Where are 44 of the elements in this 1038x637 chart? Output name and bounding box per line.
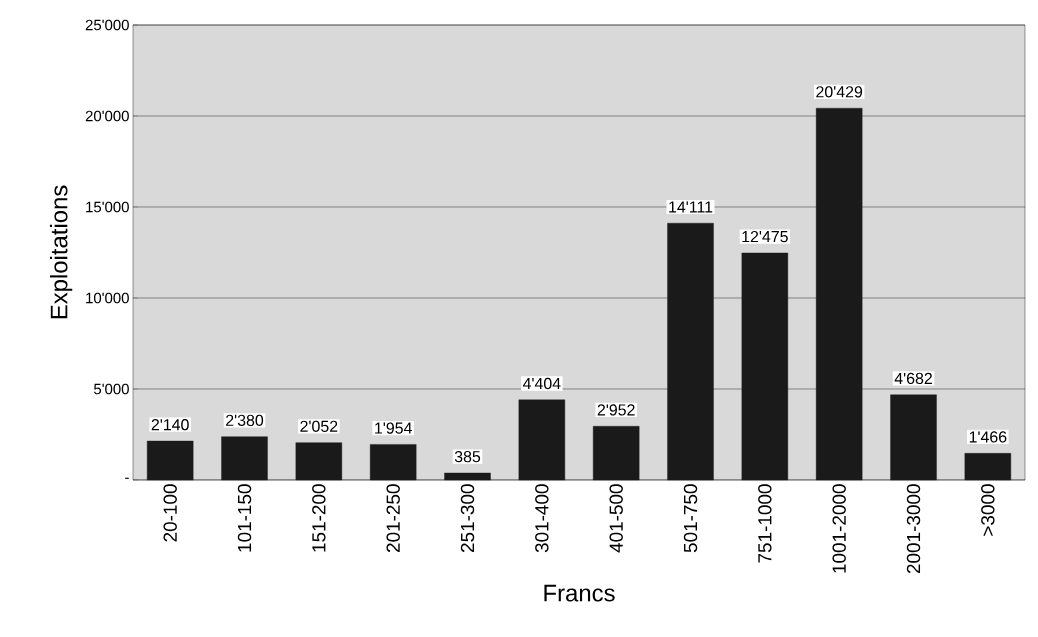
x-axis-title: Francs (544, 584, 615, 602)
y-tick-label: 25'000 (85, 19, 129, 31)
bar (592, 426, 640, 481)
y-axis-title: Exploitations (49, 185, 73, 319)
x-tick-label: 251-300 (460, 484, 475, 553)
data-label: 4'682 (894, 372, 932, 385)
data-label: 2'380 (226, 414, 264, 426)
bar (295, 442, 343, 481)
x-tick-label: 201-250 (386, 484, 400, 553)
data-label: 12'475 (742, 230, 788, 243)
y-tick-label: 15'000 (86, 201, 129, 213)
x-tick-label: 501-750 (683, 484, 698, 553)
bar (964, 453, 1012, 481)
bar (146, 440, 194, 481)
data-label: 1'466 (969, 431, 1007, 443)
data-label: 385 (454, 451, 481, 463)
data-label: 20'429 (816, 86, 863, 98)
bar (741, 252, 789, 481)
y-tick-label: 5'000 (93, 383, 129, 395)
x-tick-label: 101-150 (237, 484, 252, 552)
bar (518, 399, 566, 481)
x-tick-label: 151-200 (312, 484, 326, 552)
x-tick-label: 1001-2000 (832, 484, 846, 573)
data-label: 2'952 (597, 404, 635, 416)
bar (221, 436, 268, 481)
data-label: 4'404 (522, 377, 561, 390)
x-tick-label: 751-1000 (758, 484, 772, 563)
bar (369, 444, 417, 481)
x-tick-label: 2001-3000 (906, 484, 921, 574)
bar (444, 472, 491, 481)
data-label: 14'111 (669, 201, 713, 213)
x-tick-label: 301-400 (535, 484, 549, 553)
bar (667, 222, 714, 481)
data-label: 1'954 (375, 422, 412, 434)
x-tick-label: 20-100 (163, 484, 177, 542)
y-tick-label: 10'000 (86, 292, 129, 304)
x-tick-label: 401-500 (609, 484, 623, 553)
y-tick-label: - (125, 477, 129, 479)
data-label: 2'052 (300, 420, 338, 432)
x-tick-label: >3000 (981, 484, 995, 536)
data-label: 2'140 (151, 419, 189, 431)
bar (890, 394, 937, 481)
y-tick-label: 20'000 (85, 110, 129, 122)
bar (815, 107, 863, 481)
